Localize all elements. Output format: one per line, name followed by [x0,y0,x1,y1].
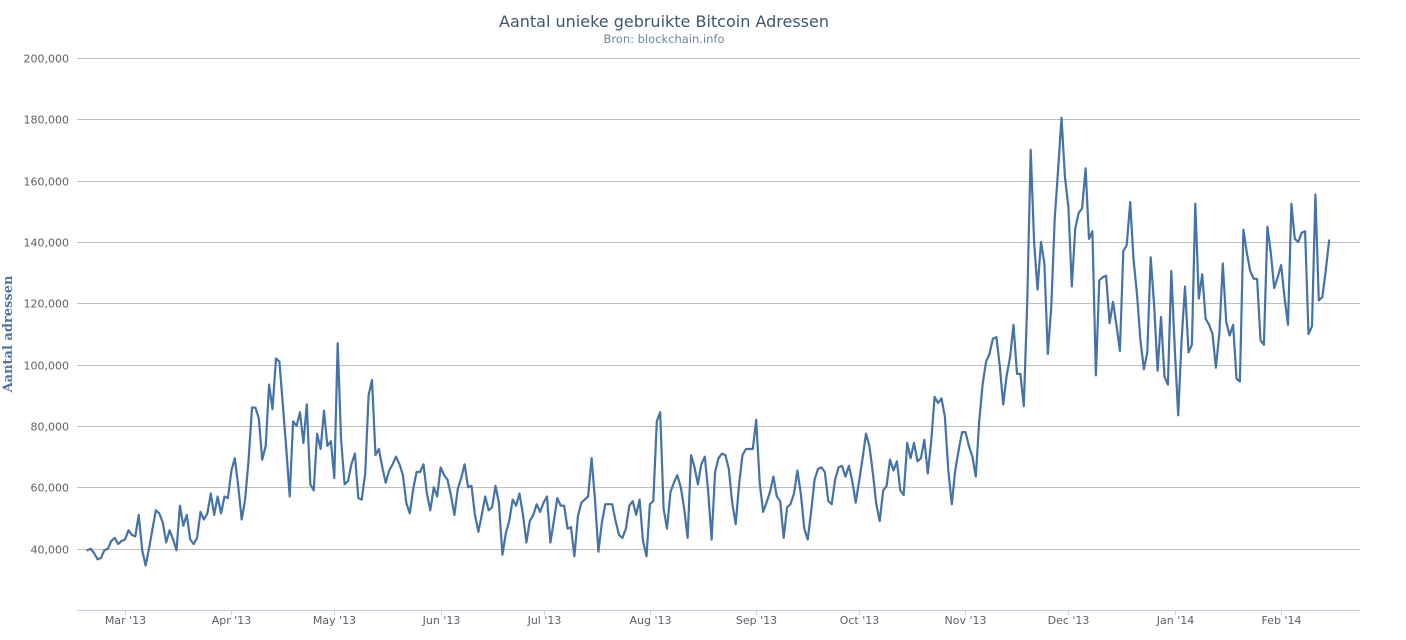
x-axis: Mar '13 Apr '13 May '13 Jun '13 Jul '13 Aug '… [77,610,1360,627]
gridlines [77,58,1360,550]
x-tick-label: Jun '13 [422,614,461,627]
y-tick-label: 200,000 [24,53,70,66]
series-line [86,116,1331,567]
x-tick-label: Apr '13 [212,614,252,627]
x-tick-label: May '13 [313,614,356,627]
y-tick-label: 100,000 [24,360,70,373]
x-tick-label: Mar '13 [105,614,146,627]
x-tick-label: Aug '13 [630,614,672,627]
y-axis-label: Aantal adressen [1,275,16,393]
x-tick-label: Oct '13 [840,614,880,627]
series-group [86,116,1331,567]
chart-title: Aantal unieke gebruikte Bitcoin Adressen [499,12,829,31]
y-tick-label: 140,000 [24,237,70,250]
x-tick-label: Dec '13 [1048,614,1090,627]
x-tick-label: Jan '14 [1156,614,1194,627]
y-tick-label: 120,000 [24,298,70,311]
y-tick-label: 60,000 [31,482,70,495]
y-tick-label: 180,000 [24,114,70,127]
y-tick-label: 40,000 [31,544,70,557]
chart-subtitle: Bron: blockchain.info [603,32,724,46]
y-axis-ticks: 40,000 60,000 80,000 100,000 120,000 140,000 1… [24,53,70,557]
y-tick-label: 80,000 [31,421,70,434]
y-tick-label: 160,000 [24,176,70,189]
x-tick-label: Jul '13 [527,614,562,627]
x-tick-label: Nov '13 [945,614,987,627]
x-tick-label: Feb '14 [1262,614,1302,627]
x-tick-label: Sep '13 [736,614,777,627]
